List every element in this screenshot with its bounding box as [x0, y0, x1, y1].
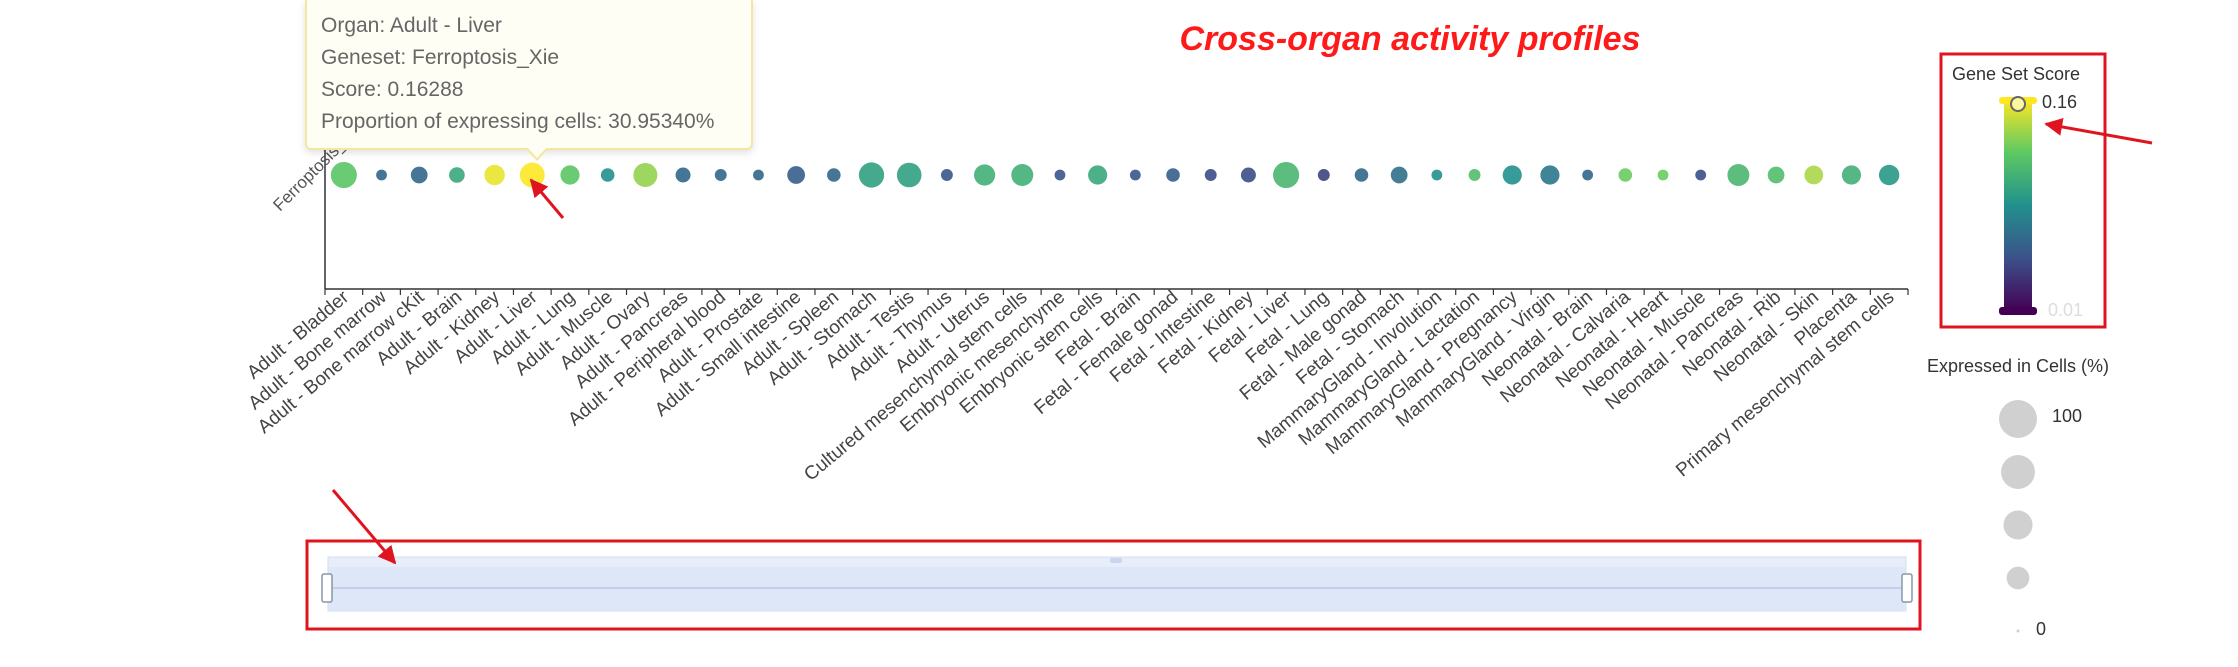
dot-point[interactable]: [600, 168, 615, 182]
dot-point[interactable]: [1390, 166, 1408, 184]
dot-point[interactable]: [714, 169, 727, 181]
size-legend-circle: [1999, 400, 2037, 438]
colorbar-bottom-handle[interactable]: [1999, 307, 2037, 315]
annotation-arrow-colorbar: [2044, 117, 2153, 145]
dot-point[interactable]: [1540, 165, 1560, 185]
dot-point[interactable]: [1204, 169, 1217, 181]
datazoom-right-handle[interactable]: [1901, 573, 1913, 603]
size-legend-circle: [2006, 566, 2030, 590]
size-legend-circles: [1999, 400, 2037, 633]
tooltip-score: Score: 0.16288: [321, 78, 464, 101]
dot-point[interactable]: [1804, 165, 1824, 185]
datazoom-left-handle[interactable]: [321, 573, 333, 603]
dot-point[interactable]: [1878, 164, 1900, 186]
dot-point[interactable]: [787, 166, 806, 184]
dot-point[interactable]: [753, 169, 764, 181]
colorbar-max-label: 0.16: [2042, 92, 2077, 112]
size-legend-max-label: 100: [2052, 406, 2082, 426]
dot-point[interactable]: [330, 161, 357, 189]
dot-point[interactable]: [633, 163, 658, 187]
size-legend-circle: [2016, 629, 2020, 633]
dot-point[interactable]: [1841, 165, 1862, 185]
tooltip-pointer-inner: [527, 147, 547, 158]
dot-point[interactable]: [1354, 168, 1369, 182]
dot-point[interactable]: [1695, 169, 1707, 181]
size-legend-circle: [2001, 455, 2035, 489]
tooltip-geneset: Geneset: Ferroptosis_Xie: [321, 46, 560, 69]
chart-title: Cross-organ activity profiles: [1179, 20, 1640, 58]
dot-point[interactable]: [1582, 169, 1594, 181]
dot-point[interactable]: [560, 165, 580, 185]
dot-point[interactable]: [1657, 169, 1669, 181]
dot-point[interactable]: [1431, 169, 1443, 181]
dot-point[interactable]: [1240, 167, 1256, 183]
dot-point[interactable]: [1468, 169, 1481, 181]
colorbar-highlight-box: [1939, 52, 2107, 329]
dot-point[interactable]: [484, 164, 505, 186]
datazoom-selected-range[interactable]: [328, 567, 1906, 611]
tooltip-proportion: Proportion of expressing cells: 30.95340…: [321, 110, 715, 133]
size-legend-title: Expressed in Cells (%): [1927, 356, 2109, 376]
dot-point[interactable]: [675, 167, 691, 183]
dot-point[interactable]: [1317, 169, 1330, 181]
dot-point[interactable]: [1767, 166, 1785, 184]
dot-point[interactable]: [1088, 165, 1108, 185]
colorbar-min-label: 0.01: [2048, 300, 2083, 320]
dot-point[interactable]: [1502, 165, 1522, 185]
colorbar-gradient: [2004, 99, 2032, 311]
datazoom-move-handle[interactable]: [1110, 558, 1122, 563]
annotation-arrow-datazoom: [331, 489, 397, 565]
dot-point[interactable]: [940, 169, 953, 181]
dot-point[interactable]: [1618, 168, 1633, 182]
dot-point[interactable]: [1054, 169, 1066, 181]
size-legend-circle: [2003, 510, 2033, 540]
dot-point[interactable]: [376, 169, 387, 181]
colorbar-title: Gene Set Score: [1952, 64, 2080, 84]
dot-point[interactable]: [410, 166, 428, 184]
dot-point[interactable]: [1727, 164, 1750, 186]
dot-point[interactable]: [449, 167, 465, 183]
data-tooltip: Organ: Adult - Liver Geneset: Ferroptosi…: [305, 0, 753, 161]
dot-point[interactable]: [827, 168, 841, 182]
dot-point[interactable]: [1129, 169, 1141, 181]
dot-point[interactable]: [1011, 164, 1034, 186]
dot-series: [330, 161, 1900, 189]
dot-point[interactable]: [858, 162, 885, 188]
dot-point[interactable]: [896, 162, 922, 188]
x-axis-ticks: [324, 289, 1909, 295]
annotation-arrow-liver: [529, 178, 565, 219]
datazoom-highlight-box: [305, 539, 1922, 631]
colorbar-current-marker: [2010, 96, 2026, 112]
size-legend-min-label: 0: [2036, 619, 2046, 639]
tooltip-organ: Organ: Adult - Liver: [321, 14, 502, 37]
dot-point[interactable]: [1166, 168, 1180, 182]
dot-point[interactable]: [973, 164, 996, 186]
dot-point[interactable]: [1273, 161, 1300, 189]
